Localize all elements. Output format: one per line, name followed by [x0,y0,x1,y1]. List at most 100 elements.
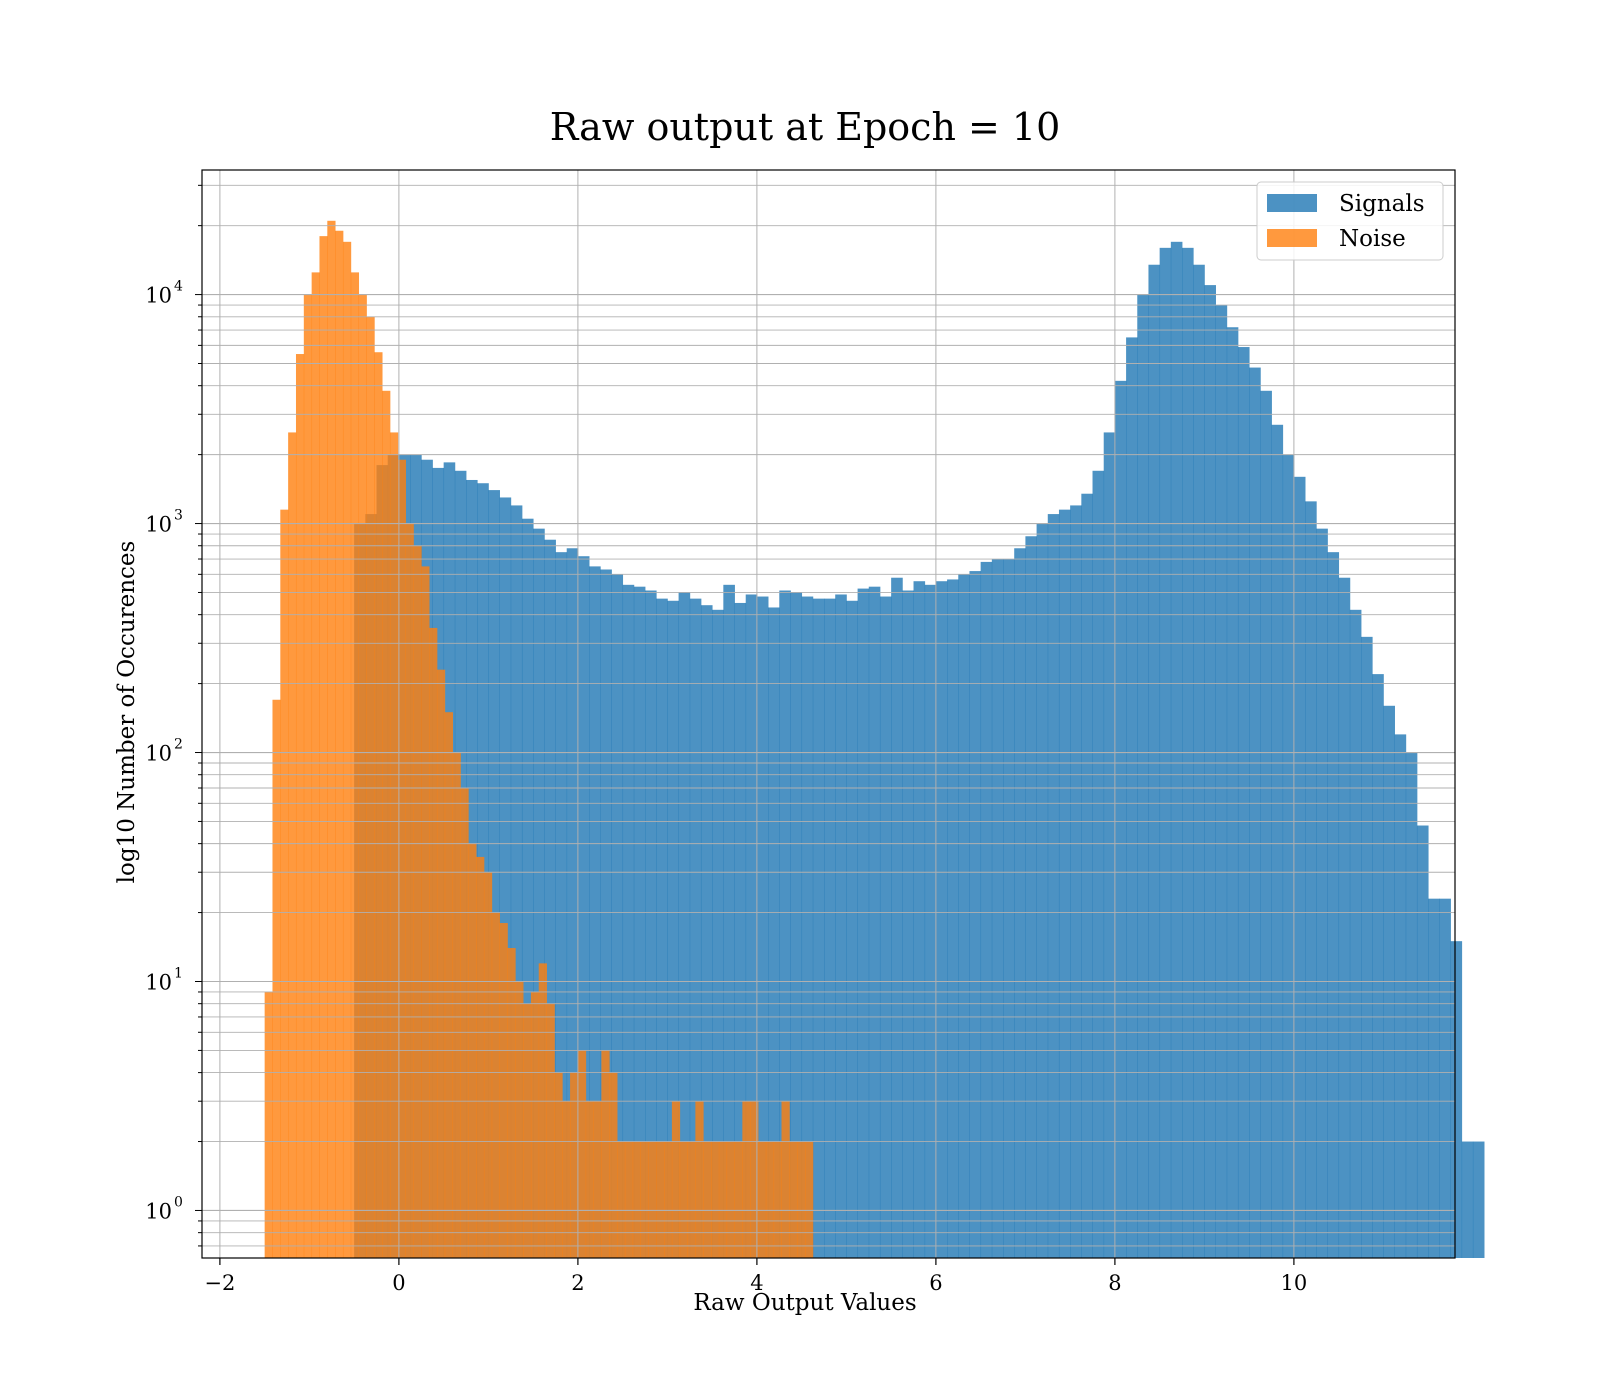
grid-lines [202,170,1455,1258]
bar-signals [656,598,668,1258]
x-tick-label: 6 [929,1271,942,1295]
bar-signals [510,505,523,1258]
bar-noise [366,316,375,1258]
bar-signals [1249,367,1261,1258]
bar-signals [700,605,713,1258]
bar-noise [358,294,367,1259]
bar-noise [413,545,422,1258]
bar-signals [611,574,624,1258]
bar-signals [801,596,814,1258]
legend-label-noise: Noise [1339,226,1406,252]
x-tick-label: −2 [204,1271,235,1295]
bar-noise [711,1141,720,1258]
bar-signals [533,528,545,1258]
bar-signals [544,539,556,1258]
bar-noise [460,787,469,1258]
bar-noise [624,1141,634,1258]
bar-noise [452,752,461,1258]
bar-noise [617,1141,626,1258]
bar-noise [640,1141,649,1258]
x-axis-label: Raw Output Values [693,1290,916,1316]
y-tick-exponent: 0 [174,1194,183,1210]
bar-noise [382,390,391,1258]
bar-signals [667,600,679,1258]
bar-noise [554,1072,563,1258]
legend: Signals Noise [1256,181,1444,261]
bar-signals [846,600,858,1258]
bar-signals [555,552,568,1258]
bar-noise [632,1141,641,1258]
y-tick-label: 10 [145,970,172,994]
bar-noise [664,1141,673,1258]
bar-noise [342,241,352,1258]
bar-signals [868,586,881,1258]
series-noise-bars [264,220,814,1259]
bar-signals [1260,390,1272,1258]
bar-signals [1405,752,1418,1258]
bar-noise [507,948,516,1258]
bar-signals [1114,380,1127,1259]
bar-noise [758,1141,767,1258]
bar-noise [671,1101,681,1258]
bar-signals [1025,536,1037,1258]
bar-noise [695,1101,704,1258]
bar-noise [734,1141,743,1258]
bar-noise [562,1101,571,1258]
bar-signals [1103,432,1116,1258]
bar-signals [1036,523,1049,1258]
bar-signals [1428,898,1440,1258]
bar-signals [779,590,791,1258]
bar-signals [913,581,926,1258]
bar-signals [980,561,993,1258]
bar-signals [790,592,803,1258]
x-tick-label: 10 [1281,1271,1308,1295]
bar-signals [1170,241,1183,1258]
bar-noise [718,1141,728,1258]
bar-noise [491,912,500,1258]
bar-signals [969,571,982,1258]
bar-noise [593,1101,602,1258]
bar-signals [1349,609,1362,1258]
bar-noise [523,1003,532,1258]
bar-noise [272,699,281,1258]
bar-noise [327,220,336,1258]
bar-signals [1215,305,1228,1258]
bar-noise [515,981,524,1258]
bar-signals [1237,347,1250,1258]
bar-noise [805,1141,814,1258]
bar-noise [797,1141,806,1258]
y-tick-exponent: 1 [174,965,183,981]
bar-signals [1014,548,1026,1258]
bar-noise [295,354,305,1258]
bar-noise [374,352,383,1259]
bar-signals [734,602,747,1258]
bar-noise [585,1101,594,1258]
bar-signals [879,596,892,1258]
bar-signals [1081,493,1093,1259]
bar-signals [1003,559,1015,1258]
bar-signals [1372,674,1384,1258]
bar-signals [891,577,903,1258]
bar-noise [311,272,320,1258]
bar-noise [726,1141,735,1258]
bar-noise [303,294,313,1259]
y-tick-label: 10 [145,284,172,308]
bar-signals [958,574,970,1258]
bar-noise [530,991,540,1258]
bar-signals [1126,337,1138,1258]
bar-signals [857,588,870,1258]
bar-noise [781,1101,790,1258]
bar-signals [1305,501,1317,1258]
y-axis-label: log10 Number of Occurences [114,541,140,884]
bar-signals [689,598,702,1258]
bar-noise [648,1141,657,1258]
bar-noise [742,1101,751,1258]
bar-signals [1439,898,1451,1258]
bar-signals [745,594,758,1258]
bar-noise [750,1101,759,1258]
bar-signals [902,590,914,1258]
bar-noise [397,459,407,1259]
bar-noise [546,1003,555,1258]
bar-signals [1394,734,1407,1258]
